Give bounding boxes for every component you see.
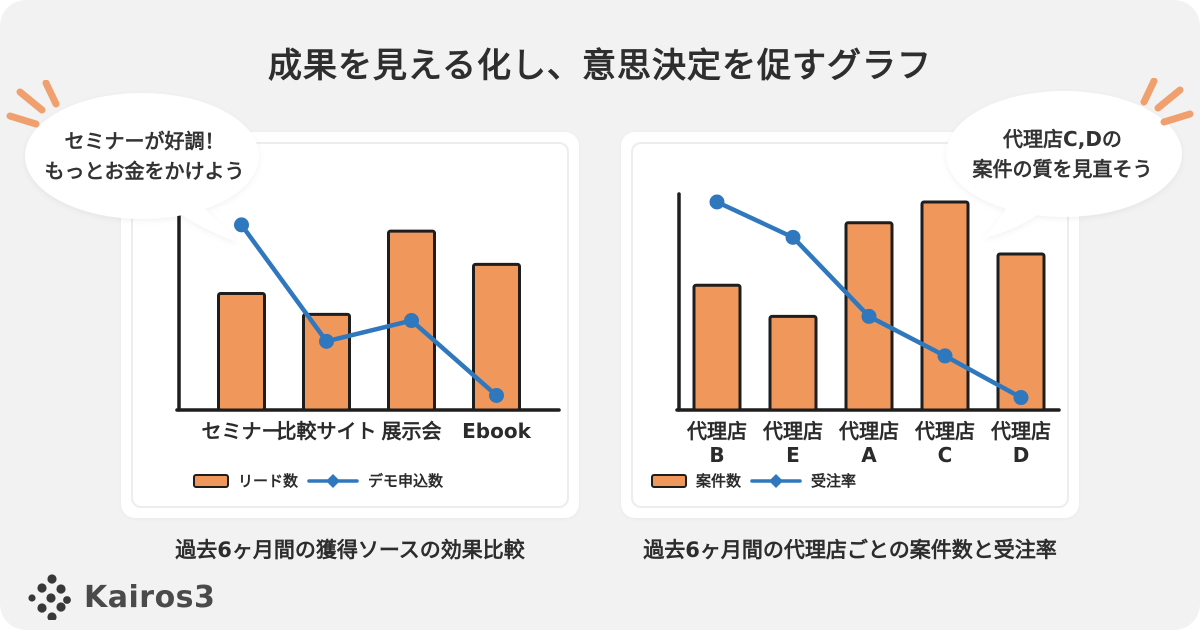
caption-right: 過去6ヶ月間の代理店ごとの案件数と受注率	[643, 538, 1057, 562]
line-point-0	[234, 217, 249, 233]
bar-0	[217, 292, 266, 412]
line-legend-label: デモ申込数	[368, 472, 444, 490]
x-label-2: 展示会	[382, 419, 442, 443]
x-label-0: 代理店 B	[686, 419, 747, 467]
bar-0	[692, 283, 742, 412]
speech-bubble-left: セミナーが好調！ もっとお金をかけよう	[22, 90, 267, 246]
bubble-right-line2: 案件の質を見直そう	[972, 157, 1153, 181]
line-legend-marker-icon	[750, 473, 802, 488]
x-label-4: 代理店 D	[990, 419, 1051, 467]
line-point-0	[709, 194, 725, 210]
speech-bubble-right: 代理店C,Dの 案件の質を見直そう	[940, 88, 1185, 244]
line-point-1	[319, 333, 334, 349]
brand-logo-text: Kairos3	[84, 579, 216, 615]
bar-legend-swatch	[193, 473, 229, 488]
line-legend-label: 受注率	[811, 472, 857, 490]
line-point-3	[937, 348, 953, 364]
bar-3	[920, 200, 970, 412]
burst-accent-left-icon	[6, 80, 60, 128]
bar-3	[472, 262, 521, 412]
line-point-4	[1013, 390, 1029, 406]
bar-legend-swatch	[651, 473, 687, 488]
line-legend-marker-icon	[307, 473, 359, 488]
bar-4	[996, 252, 1046, 412]
bar-legend-label: リード数	[238, 472, 299, 490]
bar-1	[302, 312, 351, 412]
bar-1	[768, 314, 818, 412]
line-point-3	[489, 387, 504, 403]
kairos3-dots-icon	[28, 574, 71, 620]
bar-legend-label: 案件数	[696, 472, 742, 490]
x-label-1: 比較サイト	[277, 419, 377, 443]
x-label-0: セミナー	[202, 419, 282, 443]
x-label-3: 代理店 C	[914, 419, 975, 467]
line-point-2	[404, 313, 419, 329]
bubble-left-line2: もっとお金をかけよう	[44, 159, 245, 183]
line-series	[239, 222, 499, 398]
bubble-right-line1: 代理店C,Dの	[1003, 127, 1122, 151]
chart-right: 代理店 B 代理店 E 代理店 A 代理店 C 代理店 D	[675, 192, 1061, 467]
speech-bubble-left-text: セミナーが好調！ もっとお金をかけよう	[22, 126, 267, 186]
caption-left: 過去6ヶ月間の獲得ソースの効果比較	[175, 538, 525, 562]
page-title: 成果を見える化し、意思決定を促すグラフ	[268, 46, 932, 86]
burst-accent-right-icon	[1140, 78, 1194, 126]
x-label-2: 代理店 A	[838, 419, 899, 467]
speech-bubble-right-shape	[946, 91, 1182, 238]
brand-logo: Kairos3	[28, 574, 215, 620]
bubble-left-line1: セミナーが好調！	[64, 129, 225, 153]
chart-right-legend: 案件数 受注率	[651, 470, 856, 491]
speech-bubble-left-shape	[25, 93, 259, 242]
x-label-1: 代理店 E	[762, 419, 823, 467]
x-label-3: Ebook	[462, 419, 531, 443]
speech-bubble-right-text: 代理店C,Dの 案件の質を見直そう	[940, 124, 1185, 184]
chart-left-legend: リード数 デモ申込数	[193, 470, 443, 491]
chart-card-right: 代理店 B 代理店 E 代理店 A 代理店 C 代理店 D 案件数 受注率	[621, 132, 1079, 518]
line-point-1	[785, 229, 801, 245]
line-point-2	[861, 308, 877, 324]
